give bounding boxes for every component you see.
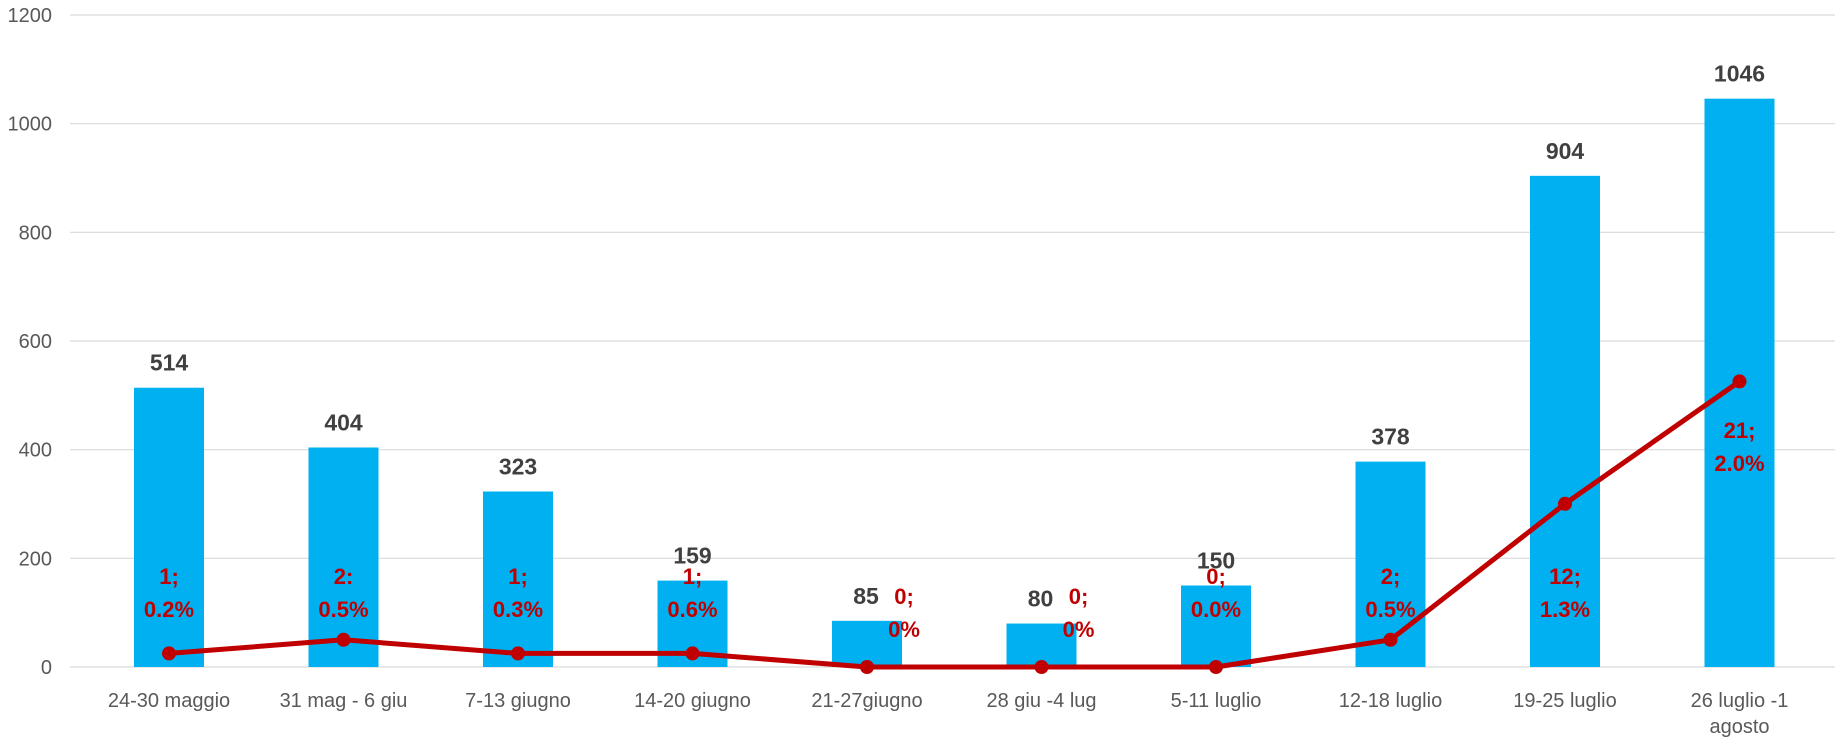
y-tick-label: 400 — [19, 440, 52, 462]
x-category-label: 5-11 luglio — [1171, 690, 1262, 712]
x-category-label: 24-30 maggio — [108, 690, 230, 712]
y-axis-ticks: 0 200 400 600 800 1000 1200 — [8, 5, 53, 679]
y-tick-label: 800 — [19, 222, 52, 244]
line-point — [162, 646, 176, 661]
line-percent-label: 0.0% — [1191, 597, 1241, 622]
x-category-label: 28 giu -4 lug — [986, 690, 1096, 712]
bar-value-label: 378 — [1371, 424, 1410, 450]
x-category-label: 7-13 giugno — [465, 690, 571, 712]
line-count-label: 0; — [894, 584, 914, 609]
bar-value-label: 85 — [853, 583, 879, 609]
line-percent-label: 0% — [888, 617, 920, 642]
bar — [483, 491, 553, 667]
line-percent-label: 0.6% — [667, 597, 717, 622]
line-count-label: 0; — [1069, 584, 1089, 609]
bar-value-label: 323 — [499, 454, 537, 480]
line-percent-label: 0.5% — [1365, 597, 1415, 622]
line-count-label: 0; — [1206, 564, 1226, 589]
bar — [1006, 623, 1077, 667]
line-count-label: 12; — [1549, 564, 1581, 589]
line-count-label: 21; — [1724, 418, 1756, 443]
bar-data-labels: 514 404 323 159 85 80 150 378 904 1046 — [150, 61, 1765, 612]
line-point — [1558, 496, 1572, 511]
x-category-label: 26 luglio -1 agosto — [1691, 690, 1789, 738]
line-point — [1383, 632, 1398, 647]
line-percent-label: 0.3% — [493, 597, 543, 622]
line-percent-label: 0.2% — [144, 597, 194, 622]
line-point — [1732, 374, 1747, 389]
bar — [1530, 175, 1600, 667]
x-category-label: 21-27giugno — [811, 690, 922, 712]
bar-value-label: 1046 — [1714, 61, 1765, 87]
line-point — [685, 646, 700, 661]
line-count-label: 1; — [508, 564, 528, 589]
line-count-label: 2; — [1381, 564, 1401, 589]
line-percent-label: 0.5% — [318, 597, 368, 622]
line-percent-label: 2.0% — [1714, 451, 1764, 476]
line-point — [511, 646, 525, 661]
bar-value-label: 514 — [150, 350, 189, 376]
bar — [308, 447, 379, 667]
bar-value-label: 904 — [1546, 138, 1585, 164]
line-point — [1209, 660, 1223, 674]
line-percent-label: 0% — [1063, 617, 1095, 642]
bar-series — [134, 98, 1775, 667]
x-axis-labels: 24-30 maggio 31 mag - 6 giu 7-13 giugno 14-… — [108, 690, 1789, 738]
line-count-label: 1; — [159, 564, 179, 589]
y-tick-label: 1000 — [8, 114, 53, 136]
line-count-label: 1; — [683, 564, 703, 589]
y-tick-label: 200 — [19, 548, 52, 570]
y-tick-label: 600 — [19, 331, 52, 353]
line-data-labels: 1; 0.2% 2: 0.5% 1; 0.3% 1; 0.6% 0; 0% 0; 0% 0; 0.0% 2;… — [144, 418, 1765, 642]
x-category-label: 12-18 luglio — [1339, 690, 1442, 712]
bar — [1355, 461, 1426, 667]
line-path — [166, 378, 1742, 670]
line-percent-label: 1.3% — [1540, 597, 1590, 622]
bar — [1181, 585, 1251, 667]
bar — [832, 620, 902, 667]
line-series — [162, 374, 1747, 674]
y-tick-label: 0 — [41, 657, 52, 679]
y-tick-label: 1200 — [8, 5, 53, 27]
line-point — [336, 632, 351, 647]
line-count-label: 2: — [334, 564, 354, 589]
bar — [134, 387, 204, 667]
bar-value-label: 404 — [324, 409, 363, 435]
bar-value-label: 150 — [1197, 548, 1235, 574]
line-point — [1034, 660, 1049, 674]
bar-value-label: 159 — [673, 543, 711, 569]
x-category-label: 14-20 giugno — [634, 690, 751, 712]
x-category-label: 31 mag - 6 giu — [280, 690, 408, 712]
line-point — [860, 660, 874, 674]
bar-value-label: 80 — [1028, 586, 1054, 612]
x-category-label: 19-25 luglio — [1513, 690, 1616, 712]
